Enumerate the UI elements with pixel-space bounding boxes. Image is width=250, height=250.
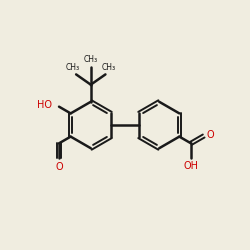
Text: OH: OH [184, 161, 198, 171]
Text: CH₃: CH₃ [66, 64, 80, 72]
Text: CH₃: CH₃ [101, 64, 116, 72]
Text: O: O [55, 162, 63, 172]
Text: O: O [206, 130, 214, 140]
Text: HO: HO [37, 100, 52, 110]
Text: CH₃: CH₃ [84, 55, 98, 64]
